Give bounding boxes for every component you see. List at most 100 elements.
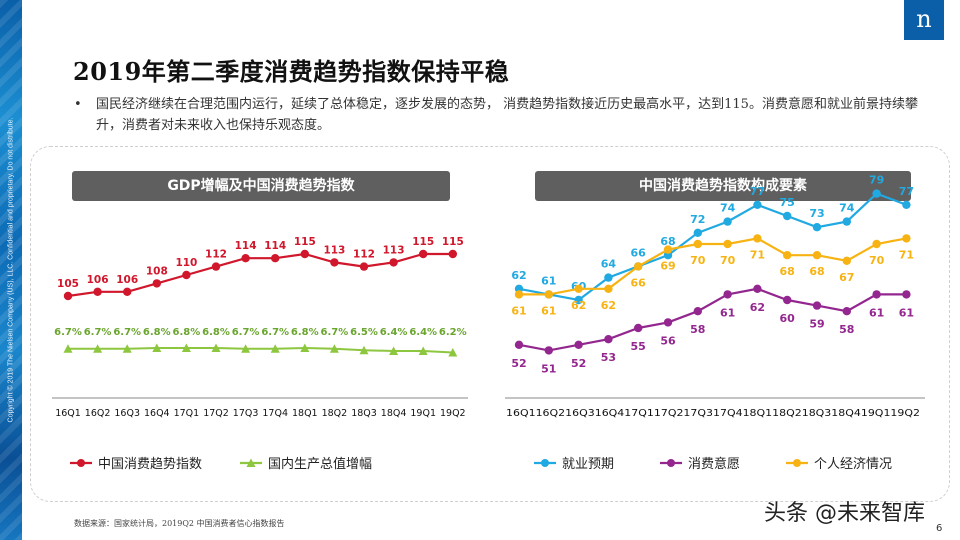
data-point-1	[544, 346, 553, 355]
data-label-1: 59	[809, 318, 824, 331]
legend-marker	[541, 459, 549, 467]
data-point-1	[723, 290, 732, 299]
data-label-gdp-growth: 6.8%	[173, 327, 201, 338]
data-point-0	[842, 217, 851, 226]
point-gdp-growth	[93, 344, 103, 353]
data-label-gdp-growth: 6.8%	[143, 327, 171, 338]
data-point-2	[663, 245, 673, 254]
data-label-1: 58	[839, 323, 854, 336]
x-tick-label: 17Q1	[174, 408, 200, 419]
data-point-2	[753, 234, 762, 243]
data-point-1	[604, 335, 613, 344]
data-label-2: 71	[899, 248, 914, 261]
page-title: 2019年第二季度消费趋势指数保持平稳	[73, 57, 510, 86]
data-point-0	[902, 200, 911, 209]
data-label-consumer-trend-index: 105	[57, 278, 79, 290]
data-label-0: 77	[899, 185, 914, 198]
data-label-gdp-growth: 6.7%	[261, 327, 289, 338]
data-label-0: 77	[750, 185, 765, 198]
data-label-2: 68	[780, 265, 795, 278]
legend-label: 个人经济情况	[814, 457, 892, 472]
point-consumer-trend-index	[330, 258, 339, 267]
data-label-1: 53	[601, 351, 616, 364]
data-label-consumer-trend-index: 110	[175, 257, 197, 269]
point-gdp-growth	[241, 344, 251, 353]
data-point-0	[872, 189, 881, 198]
point-consumer-trend-index	[152, 279, 161, 288]
data-label-1: 51	[541, 362, 556, 375]
data-label-1: 52	[511, 357, 526, 370]
data-source-note: 数据来源：国家统计局，2019Q2 中国消费者信心指数报告	[74, 519, 285, 528]
data-point-2	[544, 290, 553, 299]
data-point-0	[812, 223, 822, 232]
data-label-0: 74	[839, 202, 855, 215]
x-tick-label: 18Q4	[381, 408, 407, 419]
data-label-consumer-trend-index: 106	[116, 274, 138, 286]
data-label-consumer-trend-index: 113	[323, 244, 345, 256]
data-label-gdp-growth: 6.7%	[84, 327, 112, 338]
point-consumer-trend-index	[182, 270, 191, 280]
legend-marker	[246, 458, 256, 467]
data-label-2: 70	[869, 254, 885, 267]
data-label-0: 74	[720, 202, 736, 215]
watermark: 头条 @未来智库	[764, 501, 925, 526]
point-consumer-trend-index	[93, 287, 102, 296]
data-point-2	[842, 256, 851, 265]
data-label-0: 73	[809, 207, 824, 220]
data-label-consumer-trend-index: 106	[87, 274, 109, 286]
data-label-0: 61	[541, 274, 556, 287]
data-point-2	[634, 262, 643, 271]
point-consumer-trend-index	[271, 254, 280, 263]
data-label-1: 61	[869, 306, 884, 319]
legend-label: 国内生产总值增幅	[268, 456, 372, 472]
point-gdp-growth	[122, 344, 132, 353]
data-label-consumer-trend-index: 115	[294, 236, 316, 248]
x-tick-label: 16Q1	[55, 408, 81, 419]
data-point-1	[753, 284, 762, 293]
data-point-0	[783, 211, 792, 221]
bullet-mark: •	[74, 97, 82, 112]
data-label-2: 62	[601, 299, 616, 312]
x-tick-label: 18Q3	[351, 408, 377, 419]
point-gdp-growth	[359, 345, 369, 355]
data-label-2: 62	[571, 299, 586, 312]
data-label-0: 72	[690, 213, 705, 226]
data-label-2: 68	[809, 265, 824, 278]
data-label-gdp-growth: 6.8%	[291, 327, 319, 338]
data-label-2: 66	[631, 276, 647, 289]
data-label-1: 55	[631, 340, 646, 353]
point-consumer-trend-index	[123, 287, 132, 296]
legend-marker	[667, 459, 675, 467]
point-gdp-growth	[418, 346, 428, 355]
point-gdp-growth	[211, 343, 221, 352]
x-tick-label: 17Q4	[262, 408, 288, 419]
data-point-2	[514, 290, 524, 299]
legend-label: 就业预期	[562, 457, 614, 472]
legend-label: 消费意愿	[688, 456, 740, 472]
data-label-gdp-growth: 6.7%	[113, 327, 141, 338]
x-tick-label: 16Q2	[85, 408, 111, 419]
x-tick-label: 18Q2	[322, 408, 348, 419]
data-point-0	[604, 273, 613, 282]
data-point-1	[902, 290, 911, 299]
x-tick-label: 18Q1	[292, 408, 318, 419]
data-point-2	[693, 239, 702, 249]
legend-marker	[793, 459, 801, 467]
point-consumer-trend-index	[300, 249, 309, 259]
data-point-2	[723, 239, 732, 249]
data-label-consumer-trend-index: 112	[205, 249, 227, 261]
data-label-0: 66	[631, 246, 647, 259]
data-label-2: 67	[839, 271, 854, 284]
series-line-gdp-growth	[68, 346, 453, 354]
data-label-gdp-growth: 6.8%	[202, 327, 230, 338]
data-point-2	[574, 284, 583, 293]
point-gdp-growth	[63, 344, 73, 353]
side-decoration-strip: Copyright © 2019 The Nielsen Company (US…	[0, 0, 22, 540]
x-tick-label: 17Q2	[203, 408, 229, 419]
nielsen-logo: n	[904, 0, 944, 40]
data-point-1	[693, 307, 702, 316]
data-point-1	[842, 307, 851, 316]
data-point-2	[783, 251, 792, 260]
data-label-consumer-trend-index: 112	[353, 249, 375, 261]
data-label-consumer-trend-index: 114	[264, 240, 286, 252]
